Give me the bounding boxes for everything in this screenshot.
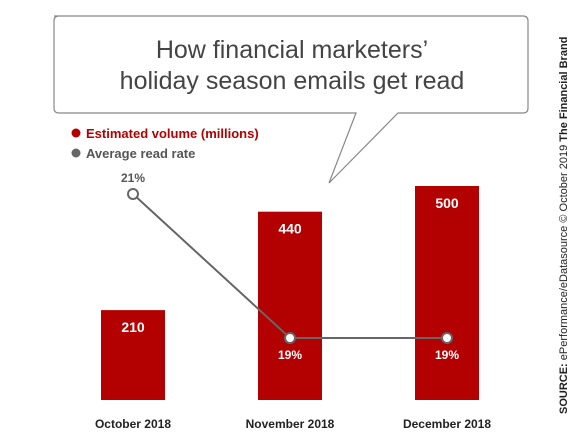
labels-layer: 210 440 500 21% 19% 19% (121, 171, 459, 362)
source-text: ePerformance/eDatasource (558, 223, 570, 364)
legend-marker-read-rate (71, 148, 81, 158)
read-rate-label: 19% (278, 348, 302, 362)
read-rate-point (127, 188, 139, 200)
bar-1 (101, 310, 165, 400)
chart-title-line-1: How financial marketers’ (156, 36, 428, 64)
legend: Estimated volume (millions) Average read… (71, 126, 259, 161)
read-rate-label: 19% (435, 348, 459, 362)
read-rate-label: 21% (121, 171, 145, 185)
line-layer (127, 188, 453, 344)
read-rate-point (441, 332, 453, 344)
legend-marker-volume (71, 128, 81, 138)
legend-label-volume: Estimated volume (millions) (86, 126, 259, 141)
category-axis: October 2018 November 2018 December 2018 (95, 417, 491, 431)
chart-title-line-2: holiday season emails get read (120, 67, 465, 95)
x-tick-label: October 2018 (95, 417, 171, 431)
bars-layer (101, 186, 479, 400)
source-brand: The Financial Brand (558, 37, 570, 142)
x-tick-label: December 2018 (403, 417, 491, 431)
x-tick-label: November 2018 (246, 417, 335, 431)
bar-value-label: 440 (278, 221, 302, 237)
legend-label-read-rate: Average read rate (86, 146, 195, 161)
source-credit: SOURCE: ePerformance/eDatasource © Octob… (558, 37, 570, 414)
source-prefix: SOURCE: (558, 363, 570, 414)
bar-value-label: 500 (435, 195, 459, 211)
bar-2 (258, 211, 322, 400)
title-bubble (53, 15, 529, 184)
bar-3 (415, 186, 479, 400)
bar-value-label: 210 (121, 319, 145, 335)
source-copyright: © October 2019 (558, 142, 570, 223)
read-rate-point (284, 332, 296, 344)
